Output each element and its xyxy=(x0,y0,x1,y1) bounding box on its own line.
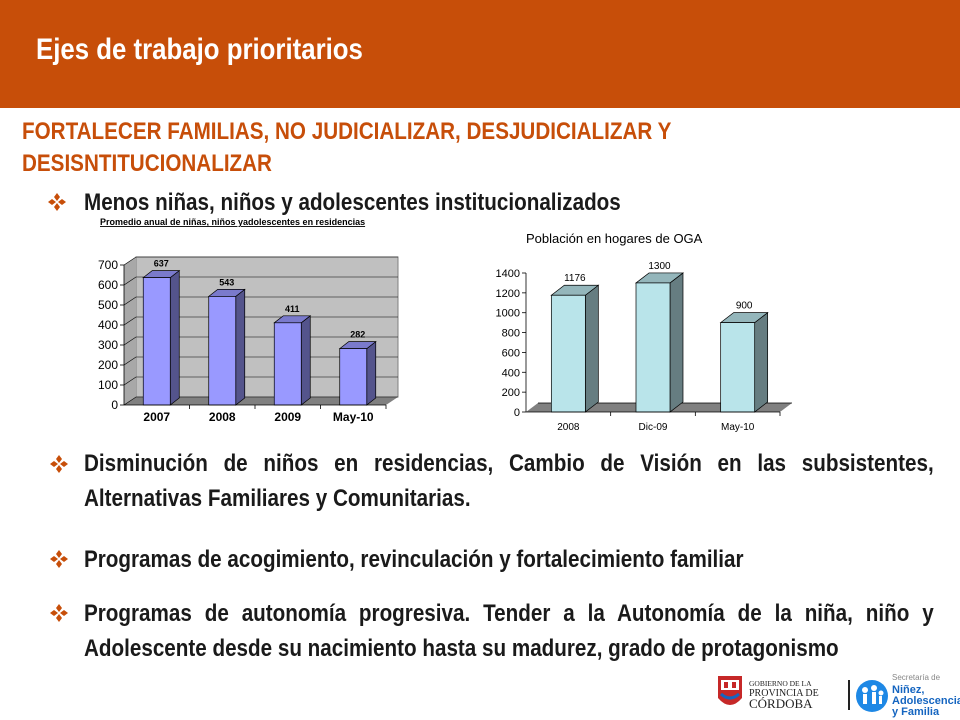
bar xyxy=(635,282,671,413)
gov-line-2: PROVINCIA DE xyxy=(749,688,819,699)
page-title: Ejes de trabajo prioritarios xyxy=(36,33,363,66)
bullet-diamond-icon xyxy=(50,550,68,568)
y-tick-label: 700 xyxy=(98,258,118,272)
gridline xyxy=(123,376,398,386)
sec-line-4: y Familia xyxy=(892,706,940,718)
cordoba-shield-icon xyxy=(718,676,742,705)
x-tick-label: 2008 xyxy=(209,410,236,424)
chart-residencias: Promedio anual de niñas, niños yadolesce… xyxy=(98,217,399,424)
y-tick-label: 400 xyxy=(502,367,520,379)
footer-logos: GOBIERNO DE LA PROVINCIA DE CÓRDOBA Secr… xyxy=(718,673,960,718)
gridline xyxy=(123,396,398,406)
y-tick-label: 1200 xyxy=(496,288,520,300)
bar xyxy=(550,294,586,413)
data-label: 637 xyxy=(154,259,169,269)
bar xyxy=(142,277,171,406)
sec-line-1: Secretaría de xyxy=(892,673,941,682)
y-tick-label: 1400 xyxy=(496,268,520,280)
subtitle-line-2: DESISNTITUCIONALIZAR xyxy=(22,150,272,177)
bar-side xyxy=(366,340,377,406)
x-tick-label: 2007 xyxy=(143,410,170,424)
sec-line-3: Adolescencia xyxy=(892,695,960,707)
bullet-residencias: Disminución de niños en residencias, Cam… xyxy=(84,450,934,512)
y-tick-label: 100 xyxy=(98,378,118,392)
data-label: 543 xyxy=(219,277,234,287)
bar-side xyxy=(754,311,769,413)
gridline xyxy=(123,276,398,286)
bar xyxy=(720,322,756,413)
y-tick-label: 600 xyxy=(502,347,520,359)
y-tick-label: 1000 xyxy=(496,308,520,320)
data-label: 900 xyxy=(736,301,753,312)
gridline xyxy=(123,316,398,326)
header-bar: Ejes de trabajo prioritarios xyxy=(0,0,960,108)
gridline xyxy=(123,356,398,366)
bullet-diamond-icon xyxy=(48,193,66,211)
gov-line-3: CÓRDOBA xyxy=(749,696,813,711)
y-tick-label: 600 xyxy=(98,278,118,292)
gridline xyxy=(123,256,398,266)
gov-line-1: GOBIERNO DE LA xyxy=(749,679,812,688)
bar-side xyxy=(584,284,599,413)
bullet-acogimiento: Programas de acogimiento, revinculación … xyxy=(84,546,744,573)
chart-side-wall xyxy=(124,257,136,405)
chart-title: Población en hogares de OGA xyxy=(526,231,703,246)
y-tick-label: 0 xyxy=(514,407,520,419)
y-tick-label: 300 xyxy=(98,338,118,352)
y-tick-label: 500 xyxy=(98,298,118,312)
y-tick-label: 400 xyxy=(98,318,118,332)
bullet-institutionalized: Menos niñas, niños y adolescentes instit… xyxy=(84,189,621,216)
section-subtitle: FORTALECER FAMILIAS, NO JUDICIALIZAR, DE… xyxy=(22,116,796,180)
bar xyxy=(339,348,368,406)
x-tick-label: May-10 xyxy=(333,410,374,424)
family-circle-icon xyxy=(856,680,888,712)
data-label: 411 xyxy=(285,304,300,314)
sec-line-2: Niñez, xyxy=(892,684,924,696)
chart-title: Promedio anual de niñas, niños yadolesce… xyxy=(100,217,365,227)
bar-side xyxy=(235,288,246,406)
bar xyxy=(208,296,237,406)
x-tick-label: 2009 xyxy=(274,410,301,424)
bar xyxy=(273,322,302,406)
bar-side xyxy=(669,272,684,413)
x-tick-label: Dic-09 xyxy=(639,422,668,433)
data-label: 1176 xyxy=(564,273,586,284)
y-tick-label: 200 xyxy=(502,387,520,399)
gridline xyxy=(123,336,398,346)
bullet-diamond-icon xyxy=(50,455,68,473)
x-tick-label: May-10 xyxy=(721,422,755,433)
data-label: 1300 xyxy=(648,261,671,272)
bullet-diamond-icon xyxy=(50,604,68,622)
data-label: 282 xyxy=(350,330,365,340)
bar-side xyxy=(300,315,311,406)
subtitle-line-1: FORTALECER FAMILIAS, NO JUDICIALIZAR, DE… xyxy=(22,118,672,145)
y-tick-label: 200 xyxy=(98,358,118,372)
gridline xyxy=(123,296,398,306)
x-tick-label: 2008 xyxy=(557,422,580,433)
bullet-autonomia: Programas de autonomía progresiva. Tende… xyxy=(84,600,934,662)
y-tick-label: 0 xyxy=(111,398,118,412)
logo-divider xyxy=(848,680,850,710)
y-tick-label: 800 xyxy=(502,328,520,340)
chart-oga: Población en hogares de OGA 11761300900 … xyxy=(496,231,792,433)
chart-floor xyxy=(124,397,398,405)
bar-side xyxy=(169,269,180,406)
